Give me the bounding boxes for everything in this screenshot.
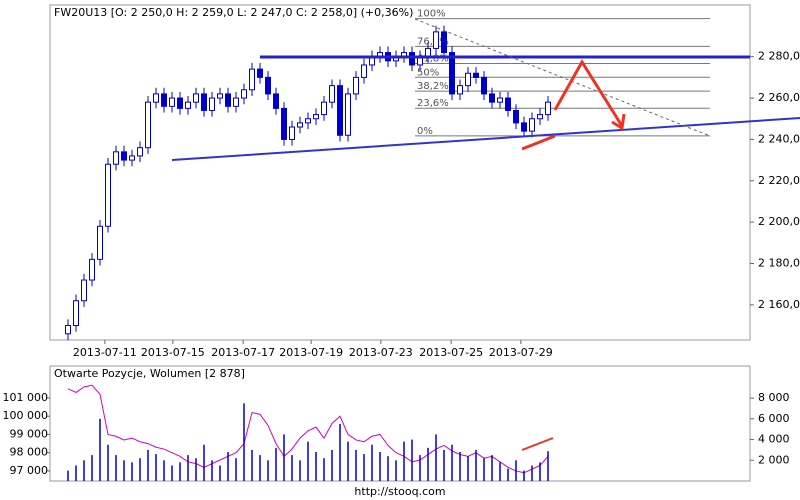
candle-body xyxy=(153,93,159,103)
candle-body xyxy=(201,93,207,111)
candle-body xyxy=(249,68,255,91)
y-tick-label: 101 000 xyxy=(3,391,49,404)
x-tick-label: 2013-07-15 xyxy=(141,346,205,359)
candle-body xyxy=(97,225,103,260)
candle-body xyxy=(73,300,79,327)
candle-body xyxy=(409,52,415,66)
candle-body xyxy=(265,76,271,95)
candle-body xyxy=(313,114,319,120)
candle-body xyxy=(489,93,495,103)
candle-body xyxy=(217,93,223,99)
candle-body xyxy=(457,85,463,95)
candle-body xyxy=(121,151,127,161)
candle-body xyxy=(257,68,263,78)
x-tick-label: 2013-07-19 xyxy=(279,346,343,359)
candle-body xyxy=(281,107,287,140)
fib-label: 50% xyxy=(417,67,439,78)
x-tick-label: 2013-07-17 xyxy=(211,346,275,359)
x-tick-label: 2013-07-23 xyxy=(349,346,413,359)
y-tick-label: 2 240,0 xyxy=(758,132,800,145)
candle-body xyxy=(545,101,551,116)
y-tick-label: 2 160,0 xyxy=(758,298,800,311)
arrow-head xyxy=(611,113,626,131)
divergence-line xyxy=(521,437,554,451)
candle-body xyxy=(321,101,327,116)
candle-body xyxy=(465,72,471,87)
candle-body xyxy=(169,97,175,107)
candle-body xyxy=(497,97,503,103)
candle-body xyxy=(137,147,143,157)
candle-body xyxy=(505,97,511,111)
x-tick-label: 2013-07-29 xyxy=(489,346,553,359)
candle-body xyxy=(425,47,431,58)
candle-body xyxy=(521,122,527,132)
y-tick-label: 98 000 xyxy=(10,446,49,459)
candle-body xyxy=(513,109,519,124)
divergence-line xyxy=(521,134,556,151)
trend-line xyxy=(171,117,800,161)
candle-body xyxy=(129,155,135,161)
candle-body xyxy=(81,279,87,302)
y2-tick-label: 8 000 xyxy=(758,391,790,404)
chart-title: FW20U13 [O: 2 250,0 H: 2 259,0 L: 2 247,… xyxy=(54,6,413,19)
fib-label: 38,2% xyxy=(417,81,449,92)
candle-body xyxy=(225,93,231,107)
x-tick-label: 2013-07-25 xyxy=(419,346,483,359)
candle-body xyxy=(297,122,303,128)
candle-body xyxy=(233,97,239,107)
candle-body xyxy=(65,325,71,335)
candle-body xyxy=(209,97,215,111)
candle-body xyxy=(305,118,311,124)
candle-body xyxy=(473,72,479,78)
y2-tick-label: 2 000 xyxy=(758,453,790,466)
y2-tick-label: 6 000 xyxy=(758,412,790,425)
candle-body xyxy=(353,76,359,95)
candle-body xyxy=(329,85,335,103)
annotations xyxy=(171,18,800,451)
fib-label: 100% xyxy=(417,9,446,20)
candle-body xyxy=(105,163,111,227)
candle-body xyxy=(193,93,199,103)
candle-body xyxy=(481,76,487,95)
y-tick-label: 100 000 xyxy=(3,409,49,422)
candle-body xyxy=(161,93,167,107)
candle-body xyxy=(537,114,543,120)
candle-body xyxy=(449,52,455,95)
fib-diagonal xyxy=(414,18,711,137)
candle-body xyxy=(361,64,367,78)
y-tick-label: 99 000 xyxy=(10,427,49,440)
fib-label: 0% xyxy=(417,126,433,137)
fib-label: 61,8% xyxy=(417,53,449,64)
candle-body xyxy=(145,101,151,149)
candle-body xyxy=(337,85,343,136)
candle-body xyxy=(177,97,183,109)
fib-label: 76,4% xyxy=(417,36,449,47)
panel-title: Otwarte Pozycje, Wolumen [2 878] xyxy=(54,367,245,380)
y-tick-label: 2 180,0 xyxy=(758,256,800,269)
candle-body xyxy=(289,126,295,140)
candle-body xyxy=(529,118,535,132)
footer: http://stooq.com xyxy=(354,485,445,498)
x-tick-label: 2013-07-11 xyxy=(73,346,137,359)
y2-tick-label: 4 000 xyxy=(758,433,790,446)
y-tick-label: 2 280,0 xyxy=(758,50,800,63)
candle-body xyxy=(241,89,247,99)
candle-body xyxy=(433,31,439,49)
y-tick-label: 2 220,0 xyxy=(758,174,800,187)
y-tick-label: 2 260,0 xyxy=(758,91,800,104)
candle-body xyxy=(273,93,279,109)
fib-label: 23,6% xyxy=(417,98,449,109)
candle-body xyxy=(185,101,191,109)
candle-body xyxy=(441,31,447,54)
y-tick-label: 2 200,0 xyxy=(758,215,800,228)
price-panel xyxy=(49,4,751,341)
candle-body xyxy=(113,151,119,165)
candle-body xyxy=(345,93,351,136)
y-tick-label: 97 000 xyxy=(10,464,49,477)
candle-body xyxy=(89,258,95,281)
volume-panel xyxy=(49,365,751,482)
forecast-arrow xyxy=(553,59,624,127)
